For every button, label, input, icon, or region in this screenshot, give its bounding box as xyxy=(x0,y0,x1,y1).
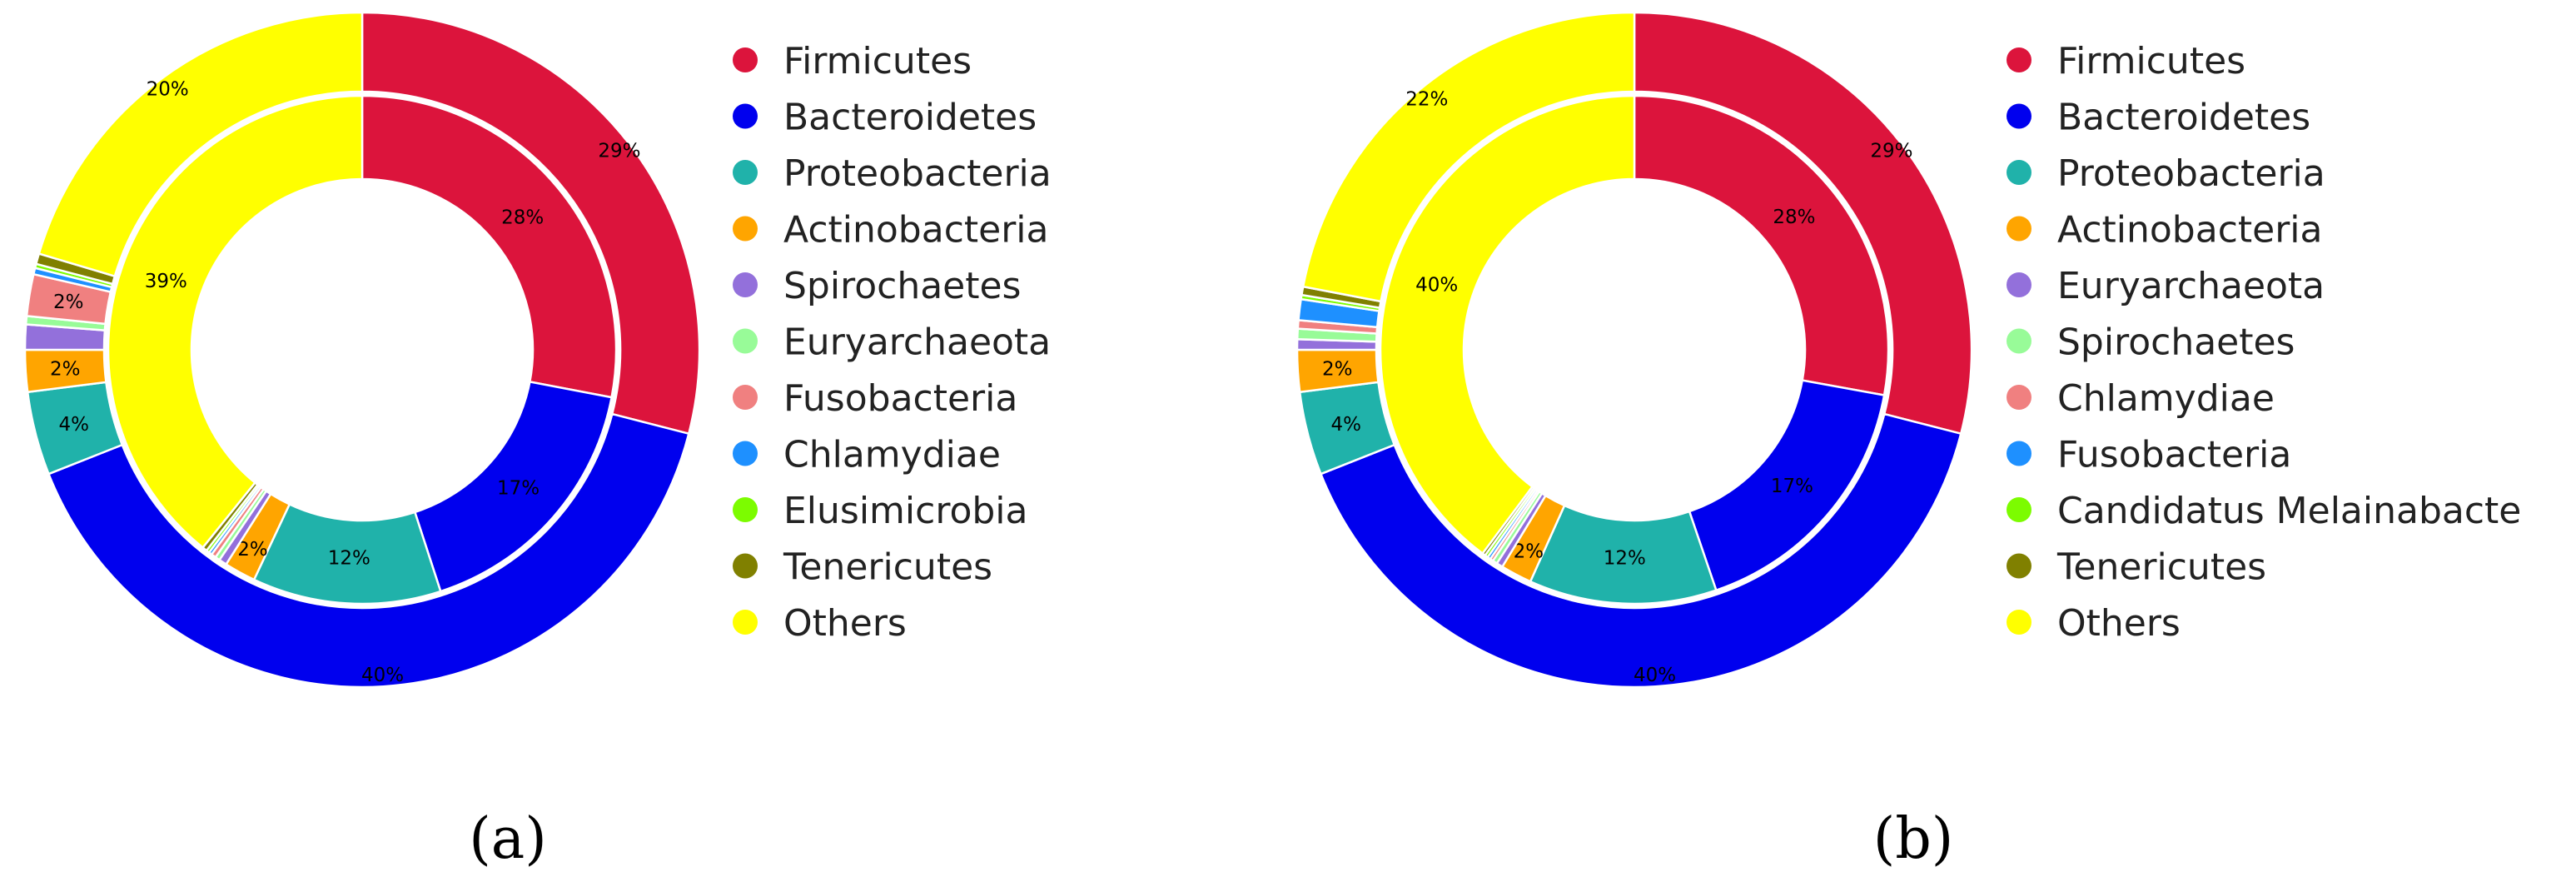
donut-chart-b: 29% 40% 4% 2% 22% 28% 17% 12% 2% 40% xyxy=(1295,11,1973,689)
legend-swatch-tenericutes xyxy=(2007,553,2031,579)
legend-swatch-euryarchaeota xyxy=(2007,272,2031,297)
legend-label-proteobacteria: Proteobacteria xyxy=(783,152,1052,195)
legend-swatch-proteobacteria xyxy=(733,160,758,185)
inner-data-label-firmicutes: 28% xyxy=(501,207,544,229)
legend-label-tenericutes: Tenericutes xyxy=(2056,546,2266,589)
legend-swatch-candidatus-melainabacte xyxy=(2007,497,2031,522)
legend-label-firmicutes: Firmicutes xyxy=(2057,40,2245,82)
legend-swatch-actinobacteria xyxy=(733,216,758,242)
legend-swatch-others xyxy=(733,610,758,635)
legend-label-chlamydiae: Chlamydiae xyxy=(783,434,1001,476)
legend-label-bacteroidetes: Bacteroidetes xyxy=(2057,97,2310,139)
outer-slice-bacteroidetes xyxy=(1319,412,1962,689)
inner-data-label-actinobacteria: 2% xyxy=(1514,541,1544,563)
legend-label-bacteroidetes: Bacteroidetes xyxy=(783,97,1037,139)
legend-swatch-elusimicrobia xyxy=(733,497,758,522)
inner-data-label-proteobacteria: 12% xyxy=(328,548,370,570)
inner-data-label-actinobacteria: 2% xyxy=(237,539,268,561)
legend-label-candidatus-melainabacte: Candidatus Melainabacte xyxy=(2057,490,2521,532)
legend-swatch-fusobacteria xyxy=(2007,441,2031,466)
legend-swatch-tenericutes xyxy=(733,553,758,579)
legend-label-tenericutes: Tenericutes xyxy=(783,546,992,589)
legend-a: Firmicutes Bacteroidetes Proteobacteria Act… xyxy=(733,40,1052,645)
legend-label-elusimicrobia: Elusimicrobia xyxy=(783,490,1028,532)
outer-data-label-bacteroidetes: 40% xyxy=(1634,665,1676,686)
inner-slice-firmicutes xyxy=(361,94,618,399)
legend-swatch-firmicutes xyxy=(733,47,758,72)
legend-label-fusobacteria: Fusobacteria xyxy=(2057,434,2291,476)
inner-data-label-firmicutes: 28% xyxy=(1773,207,1815,228)
legend-swatch-chlamydiae xyxy=(733,441,758,466)
legend-swatch-proteobacteria xyxy=(2007,160,2031,185)
inner-data-label-bacteroidetes: 17% xyxy=(497,477,540,499)
outer-slice-others xyxy=(1301,11,1636,303)
caption-b: (b) xyxy=(1873,806,1954,872)
outer-data-label-proteobacteria: 4% xyxy=(1330,414,1361,436)
inner-data-label-others: 39% xyxy=(145,271,187,292)
outer-data-label-firmicutes: 29% xyxy=(1870,140,1912,162)
legend-label-euryarchaeota: Euryarchaeota xyxy=(2057,265,2325,307)
legend-swatch-actinobacteria xyxy=(2007,216,2031,242)
legend-swatch-bacteroidetes xyxy=(733,103,758,129)
legend-label-euryarchaeota: Euryarchaeota xyxy=(783,321,1051,364)
outer-data-label-fusobacteria: 2% xyxy=(53,292,84,313)
inner-slice-others xyxy=(107,94,364,550)
panel-a: 29% 40% 4% 2% 2% 20% 28% 17% 12% 2% 39% Firmicutes… xyxy=(23,11,1052,872)
legend-swatch-others xyxy=(2007,610,2031,635)
outer-data-label-others: 22% xyxy=(1405,89,1448,111)
legend-label-firmicutes: Firmicutes xyxy=(783,40,972,82)
outer-slice-firmicutes xyxy=(1633,11,1973,436)
legend-label-others: Others xyxy=(2057,602,2181,645)
inner-slice-others xyxy=(1379,94,1636,556)
inner-data-label-others: 40% xyxy=(1415,274,1458,296)
caption-a: (a) xyxy=(469,806,547,872)
outer-slice-bacteroidetes xyxy=(47,412,690,689)
legend-swatch-spirochaetes xyxy=(2007,328,2031,354)
panel-b: 29% 40% 4% 2% 22% 28% 17% 12% 2% 40% Firmicutes Ba… xyxy=(1295,11,2521,872)
legend-label-fusobacteria: Fusobacteria xyxy=(783,377,1017,420)
inner-data-label-proteobacteria: 12% xyxy=(1604,548,1646,570)
legend-label-proteobacteria: Proteobacteria xyxy=(2057,152,2325,195)
outer-data-label-firmicutes: 29% xyxy=(598,140,640,162)
legend-label-spirochaetes: Spirochaetes xyxy=(2057,321,2295,364)
donut-chart-a: 29% 40% 4% 2% 2% 20% 28% 17% 12% 2% 39% xyxy=(23,11,701,689)
legend-label-actinobacteria: Actinobacteria xyxy=(783,209,1048,252)
legend-label-spirochaetes: Spirochaetes xyxy=(783,265,1021,307)
outer-slice-others xyxy=(37,11,364,278)
outer-data-label-bacteroidetes: 40% xyxy=(361,665,404,686)
outer-data-label-actinobacteria: 2% xyxy=(1322,358,1353,380)
legend-b: Firmicutes Bacteroidetes Proteobacteria Act… xyxy=(2007,40,2521,645)
outer-data-label-others: 20% xyxy=(147,79,189,101)
inner-data-label-bacteroidetes: 17% xyxy=(1771,476,1813,497)
legend-swatch-fusobacteria xyxy=(733,385,758,410)
inner-slice-firmicutes xyxy=(1633,94,1890,396)
legend-swatch-firmicutes xyxy=(2007,47,2031,72)
legend-label-others: Others xyxy=(783,602,907,645)
outer-slice-firmicutes xyxy=(361,11,701,436)
outer-data-label-proteobacteria: 4% xyxy=(58,414,89,436)
legend-swatch-spirochaetes xyxy=(733,272,758,297)
legend-label-actinobacteria: Actinobacteria xyxy=(2057,209,2322,252)
legend-swatch-euryarchaeota xyxy=(733,328,758,354)
legend-label-chlamydiae: Chlamydiae xyxy=(2057,377,2275,420)
legend-swatch-chlamydiae xyxy=(2007,385,2031,410)
legend-swatch-bacteroidetes xyxy=(2007,103,2031,129)
outer-data-label-actinobacteria: 2% xyxy=(50,358,81,380)
